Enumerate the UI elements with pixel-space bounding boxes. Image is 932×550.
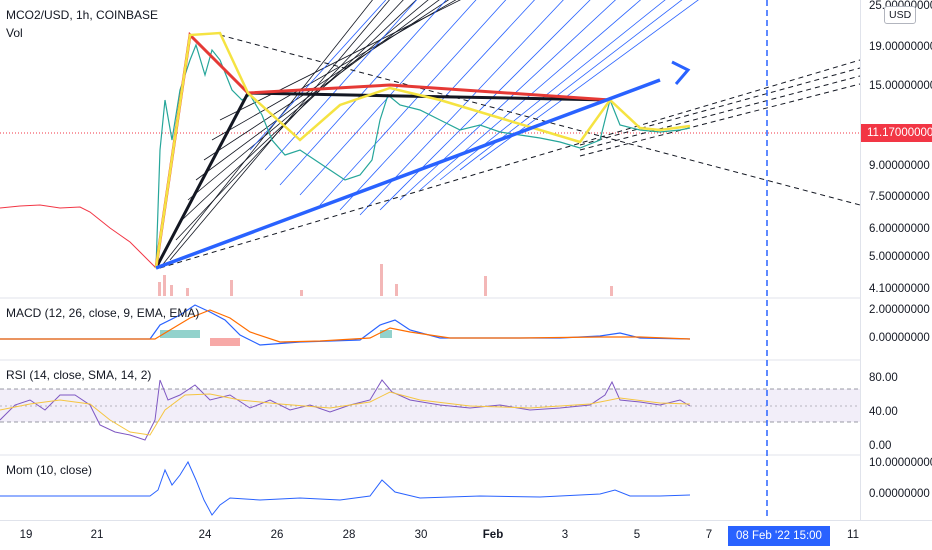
mom-tick: 0.00000000 [869,488,930,500]
time-tick: 26 [270,529,284,541]
price-tick: 5.00000000 [869,251,930,263]
time-tick: 28 [342,529,356,541]
currency-button[interactable]: USD [884,6,917,24]
volume-bars [158,264,613,296]
dashed-channel-lines[interactable] [159,59,861,269]
time-tick: 24 [198,529,212,541]
price-candles [155,43,691,269]
price-tick: 19.00000000 [869,41,932,53]
macd-signal-line [0,309,691,343]
blue-trend-line[interactable] [155,78,661,270]
macd-legend[interactable]: MACD (12, 26, close, 9, EMA, EMA) [6,306,200,320]
mom-tick: 10.00000000 [869,457,932,469]
price-tick: 7.50000000 [869,191,930,203]
cursor-date-badge: 08 Feb '22 15:00 [728,526,830,546]
time-tick: 19 [19,529,33,541]
pattern-yellow[interactable] [154,31,691,269]
price-line-early [0,204,157,269]
volume-legend[interactable]: Vol [6,26,23,40]
macd-tick: 0.00000000 [869,332,930,344]
rsi-line [0,379,691,441]
time-tick: 30 [414,529,428,541]
rsi-band [0,389,860,422]
price-tick: 15.00000000 [869,80,932,92]
price-tick: 9.00000000 [869,160,930,172]
mom-line [0,460,691,516]
time-scale[interactable]: 19 21 24 26 28 30 Feb 3 5 7 11 [0,520,932,550]
dashed-descending-line[interactable] [219,34,861,206]
chart-area[interactable]: MCO2/USD, 1h, COINBASE Vol MACD (12, 26,… [0,0,861,520]
time-tick: 7 [705,529,713,541]
symbol-legend[interactable]: MCO2/USD, 1h, COINBASE [6,8,159,22]
rsi-tick: 40.00 [869,406,898,418]
fan-lines-blue[interactable] [249,0,780,216]
price-tick: 6.00000000 [869,223,930,235]
mom-legend[interactable]: Mom (10, close) [6,463,93,477]
rsi-tick: 80.00 [869,372,898,384]
macd-histogram [160,330,392,346]
time-tick: Feb [482,529,504,541]
time-tick: 11 [847,529,859,541]
macd-tick: 2.00000000 [869,304,930,316]
arrow-head-icon[interactable] [671,60,691,85]
rsi-sma-line [0,391,691,436]
price-tick: 4.10000000 [869,283,930,295]
current-price-badge: 11.17000000 [861,124,932,142]
time-tick: 21 [90,529,104,541]
time-tick: 3 [561,529,569,541]
chart-svg[interactable] [0,0,861,520]
price-scale[interactable]: 25.00000000 19.00000000 15.00000000 9.00… [860,0,932,520]
rsi-tick: 0.00 [869,440,892,452]
time-tick: 5 [633,529,641,541]
rsi-legend[interactable]: RSI (14, close, SMA, 14, 2) [6,368,152,382]
